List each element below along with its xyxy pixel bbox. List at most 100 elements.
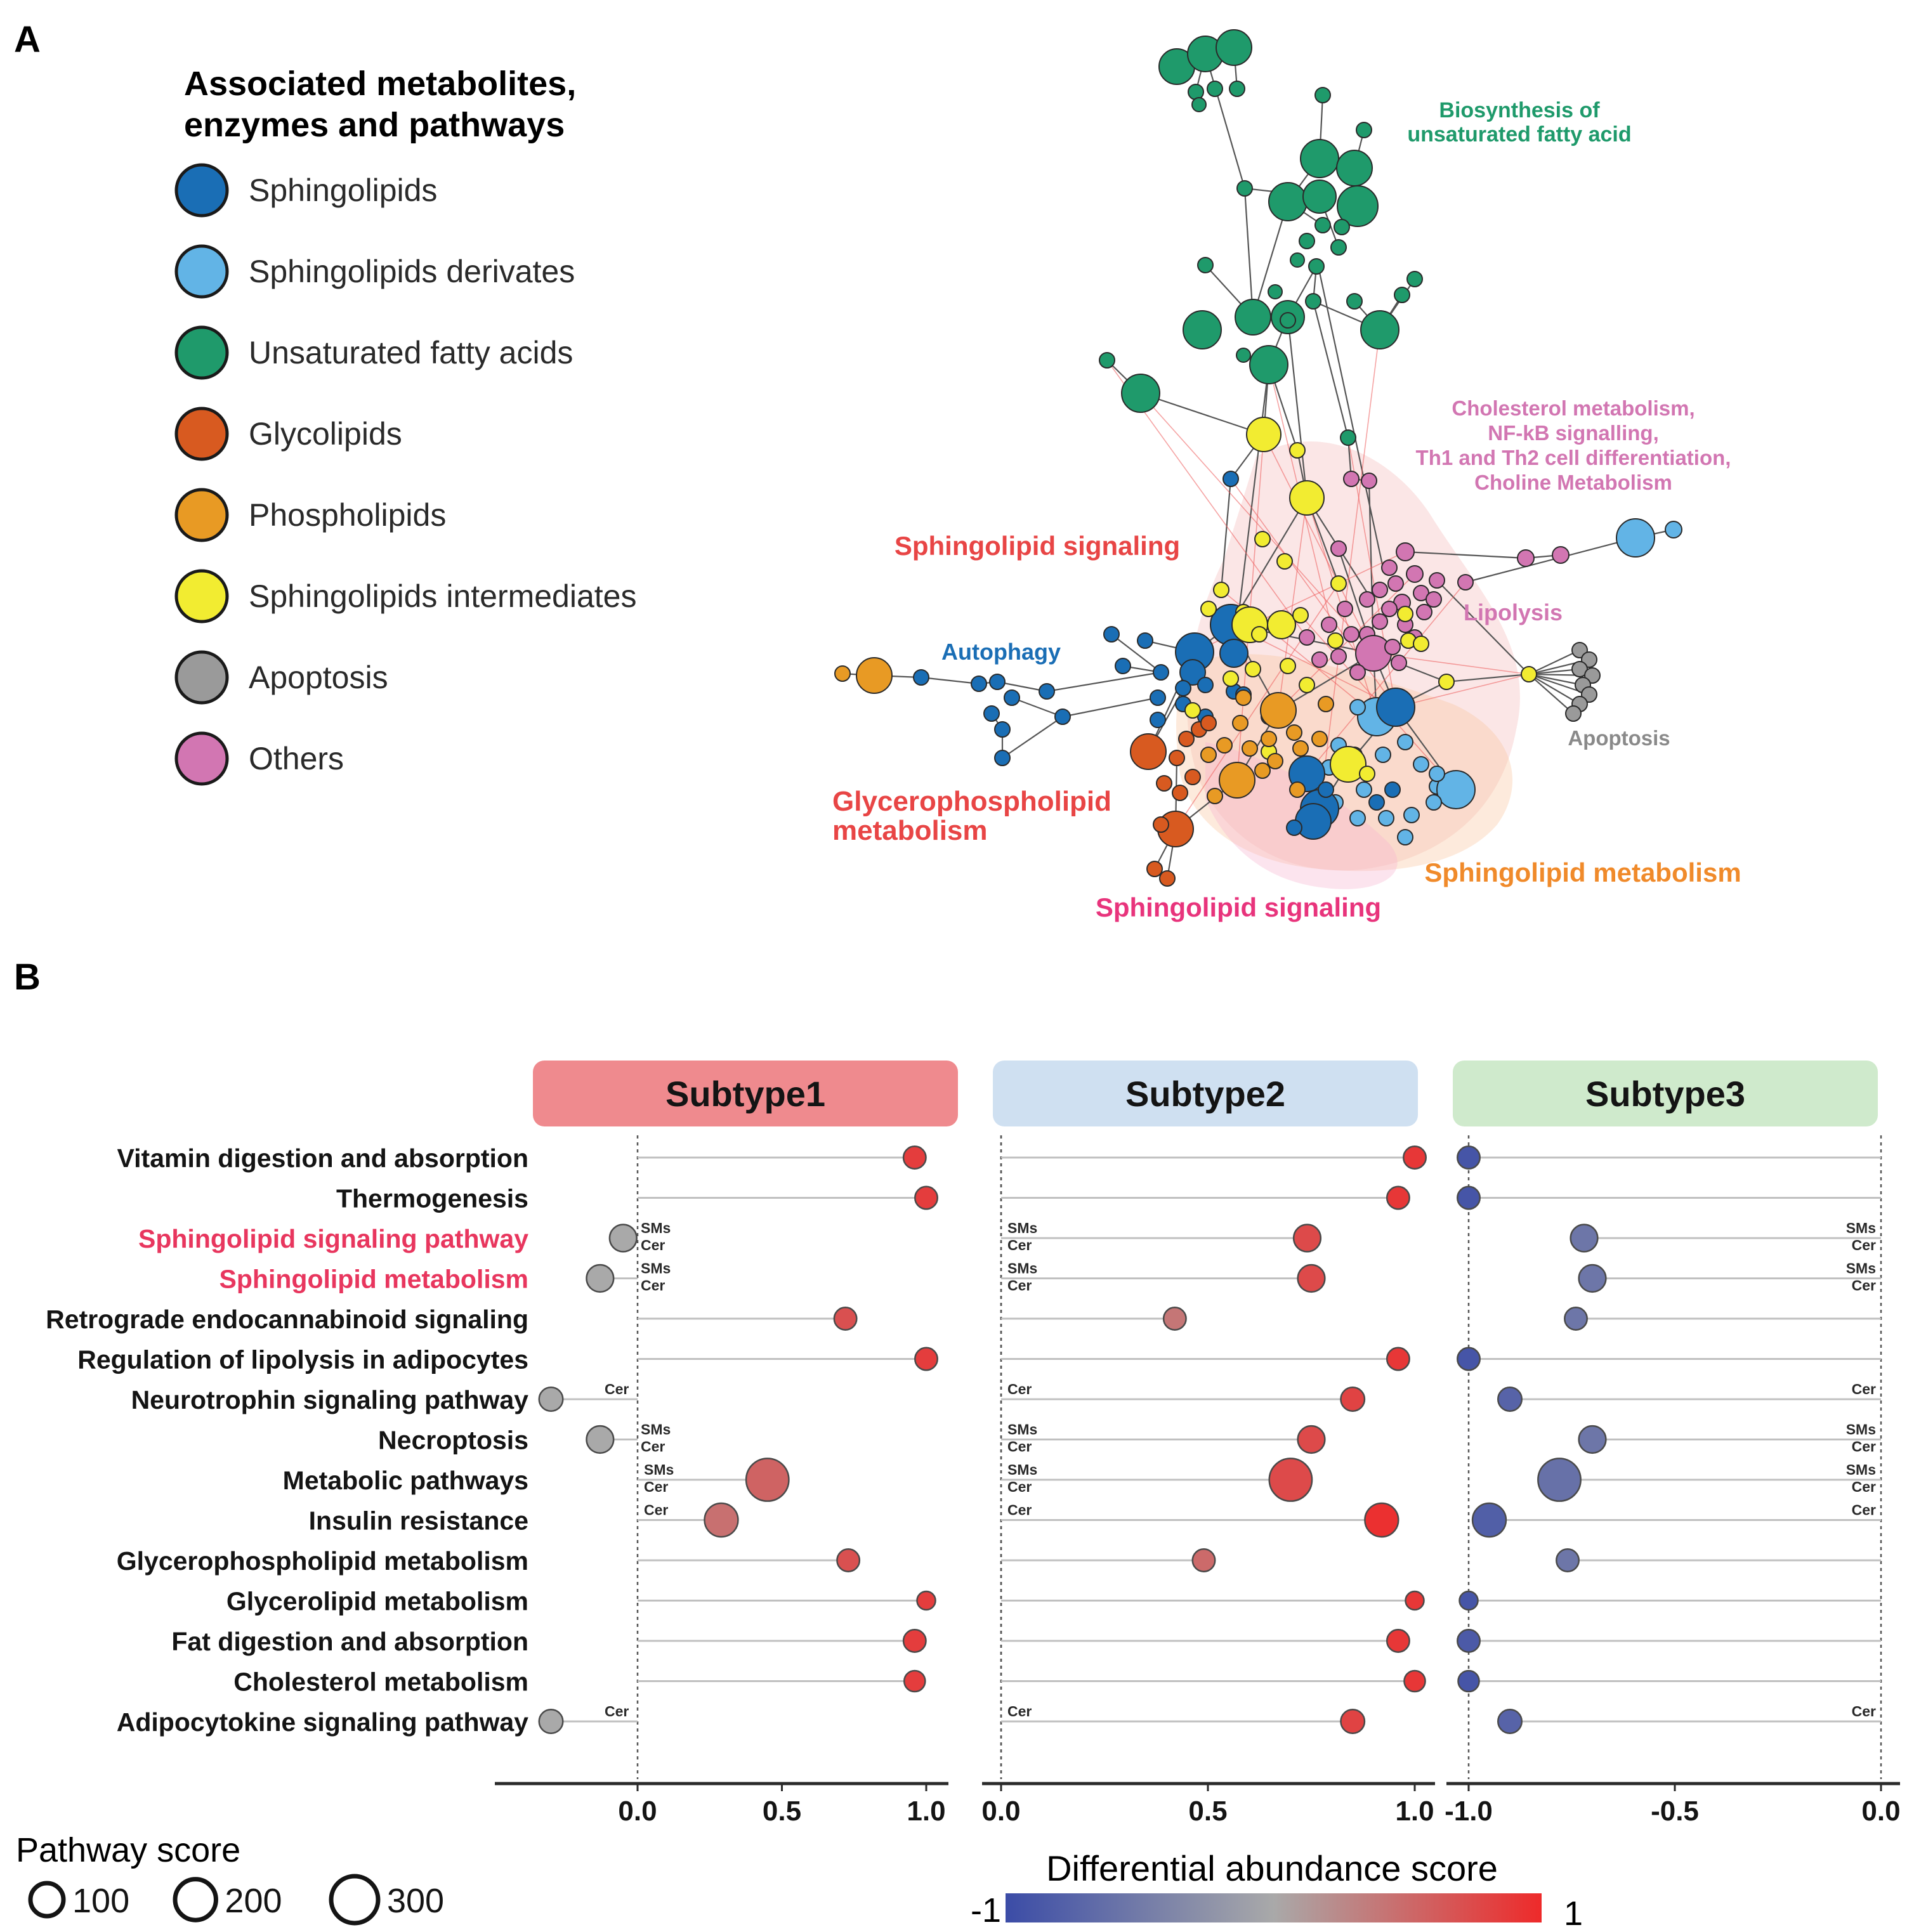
legend-label-apoptosis: Apoptosis — [249, 660, 388, 695]
lollipop-point — [1403, 1145, 1427, 1170]
network-node-others — [1457, 574, 1474, 591]
network-edge — [1278, 653, 1374, 711]
network-node-sphingolipids — [1368, 794, 1385, 811]
network-node-phospho — [1286, 724, 1302, 741]
network-node-others — [1517, 549, 1535, 567]
pathway-label: Sphingolipid signaling pathway — [138, 1224, 528, 1253]
network-node-intermediates — [1289, 480, 1325, 516]
metabolite-note: SMs — [644, 1461, 674, 1478]
size-legend-circle — [173, 1877, 218, 1922]
metabolite-note: Cer — [1007, 1478, 1032, 1495]
lollipop-point — [1578, 1263, 1607, 1293]
network-node-others — [1426, 591, 1442, 608]
network-node-ufa — [1249, 345, 1288, 384]
legend-title-line-2: enzymes and pathways — [184, 106, 565, 144]
network-node-sphingolipids — [1054, 708, 1071, 725]
network-node-derivates — [1403, 807, 1420, 823]
network-node-phospho — [1318, 696, 1334, 712]
network-node-glyco — [1172, 785, 1188, 801]
subtype-header-label: Subtype3 — [1585, 1074, 1745, 1114]
network-node-phospho — [856, 657, 893, 694]
lollipop-point — [916, 1590, 936, 1611]
metabolite-note: Cer — [1007, 1277, 1032, 1294]
network-node-intermediates — [1280, 658, 1296, 674]
network-node-intermediates — [1184, 702, 1201, 719]
color-legend-min-label: -1 — [971, 1891, 1001, 1929]
lollipop-point — [1386, 1347, 1410, 1371]
legend-label-glyco: Glycolipids — [249, 416, 402, 452]
network-node-others — [1343, 626, 1360, 643]
network-node-intermediates — [1200, 601, 1217, 617]
network-node-derivates — [1349, 699, 1366, 715]
network-signaling-edge — [1278, 497, 1308, 711]
network-node-ufa — [1268, 182, 1308, 221]
network-node-phospho — [1261, 731, 1277, 747]
network-node-sphingolipids — [971, 676, 987, 692]
lollipop-point — [1556, 1548, 1580, 1572]
lollipop-point — [914, 1347, 938, 1371]
network-node-others — [1337, 601, 1353, 617]
network-node-derivates — [1397, 829, 1413, 845]
network-node-intermediates — [1413, 636, 1429, 652]
metabolite-note: Cer — [641, 1237, 665, 1253]
subtype-header-bg — [1453, 1061, 1878, 1126]
network-node-ufa — [1314, 217, 1331, 233]
annotation-cholesterol-line-1: Cholesterol metabolism, — [1452, 396, 1694, 420]
annotation-sph-signal-bottom-line-1: Sphingolipid signaling — [1096, 892, 1381, 922]
network-edge — [921, 676, 980, 685]
network-node-intermediates — [1245, 661, 1261, 677]
network-node-sphingolipids — [989, 674, 1006, 690]
network-edge — [1528, 673, 1583, 686]
legend-swatch-derivates — [174, 244, 229, 299]
network-node-phospho — [1260, 692, 1297, 729]
panel-label-b: B — [14, 956, 41, 998]
lollipop-point — [903, 1669, 926, 1693]
network-signaling-edge — [1263, 434, 1374, 654]
size-legend-label: 100 — [72, 1882, 129, 1920]
x-tick-label: 0.5 — [1188, 1796, 1227, 1827]
annotation-apoptosis-line-1: Apoptosis — [1568, 726, 1670, 750]
network-node-ufa — [1236, 180, 1253, 197]
network-legend: Associated metabolites, enzymes and path… — [174, 65, 636, 786]
metabolite-note: SMs — [1846, 1220, 1876, 1236]
metabolite-note: Cer — [1852, 1439, 1876, 1455]
network-node-ufa — [1336, 150, 1373, 186]
metabolite-note: Cer — [1007, 1502, 1032, 1518]
network-node-others — [1416, 604, 1432, 620]
size-legend-label: 200 — [225, 1882, 282, 1920]
network-edge — [1046, 671, 1162, 693]
network-node-intermediates — [1267, 610, 1296, 639]
network-node-phospho — [1311, 731, 1328, 747]
metabolite-note: Cer — [1007, 1703, 1032, 1720]
lollipop-point — [836, 1548, 861, 1572]
network-node-derivates — [1436, 770, 1476, 809]
lollipop-point — [1457, 1185, 1481, 1210]
metabolite-note: SMs — [1007, 1260, 1037, 1277]
color-legend-max-label: 1 — [1564, 1895, 1583, 1932]
lollipop-point — [1497, 1709, 1523, 1734]
network-node-intermediates — [1397, 606, 1413, 622]
pathway-label: Neurotrophin signaling pathway — [131, 1385, 529, 1414]
network-edge — [1528, 668, 1580, 676]
network-signaling-edge — [1319, 329, 1380, 809]
metabolite-note: Cer — [1852, 1478, 1876, 1495]
size-legend-items: 100 200 300 — [28, 1874, 444, 1926]
legend-label-derivates: Sphingolipids derivates — [249, 254, 575, 289]
network-node-ufa — [1099, 352, 1115, 369]
network-edge — [1528, 649, 1580, 675]
annotation-ufa-line-1: Biosynthesis of — [1439, 98, 1600, 122]
legend-swatch-intermediates — [174, 569, 229, 623]
lollipop-point — [1458, 1590, 1479, 1611]
network-node-ufa — [1394, 287, 1410, 303]
metabolite-note: SMs — [1007, 1421, 1037, 1438]
network-node-phospho — [1235, 689, 1252, 706]
annotation-lipolysis-line-1: Lipolysis — [1464, 599, 1563, 625]
metabolite-note: SMs — [1007, 1461, 1037, 1478]
network-node-intermediates — [1246, 417, 1281, 452]
size-legend: Pathway score 100 200 300 — [16, 1831, 444, 1926]
network-node-sphingolipids — [1115, 658, 1131, 674]
legend-swatch-ufa — [174, 325, 229, 380]
